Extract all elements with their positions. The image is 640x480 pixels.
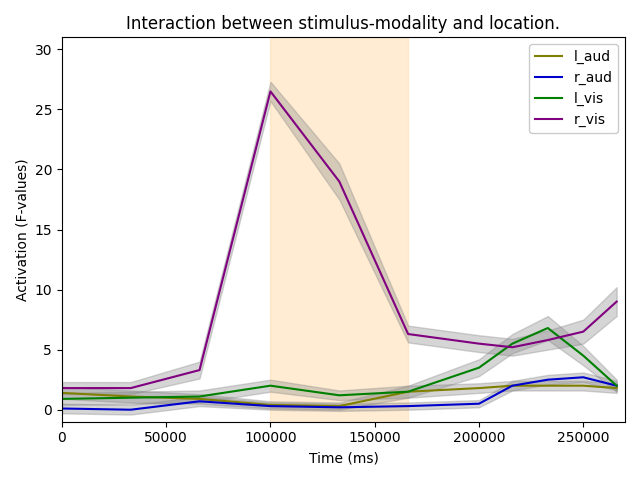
- X-axis label: Time (ms): Time (ms): [308, 451, 378, 465]
- l_vis: [544, 325, 552, 331]
- Line: l_vis: l_vis: [62, 328, 617, 399]
- l_vis: [404, 389, 412, 395]
- r_vis: [127, 385, 134, 391]
- l_vis: [127, 395, 134, 401]
- l_aud: [335, 403, 343, 409]
- r_aud: [58, 406, 66, 411]
- l_vis: [475, 365, 483, 371]
- Line: r_aud: r_aud: [62, 377, 617, 410]
- Title: Interaction between stimulus-modality and location.: Interaction between stimulus-modality an…: [127, 15, 561, 33]
- r_vis: [544, 337, 552, 343]
- r_vis: [196, 367, 204, 373]
- l_aud: [544, 383, 552, 389]
- r_aud: [579, 374, 587, 380]
- l_aud: [404, 389, 412, 395]
- r_vis: [579, 329, 587, 335]
- r_aud: [509, 383, 516, 389]
- l_aud: [58, 390, 66, 396]
- r_aud: [335, 405, 343, 410]
- r_vis: [475, 341, 483, 347]
- r_vis: [613, 299, 621, 304]
- l_aud: [579, 383, 587, 389]
- r_aud: [544, 377, 552, 383]
- l_aud: [127, 394, 134, 399]
- r_vis: [58, 385, 66, 391]
- l_aud: [267, 402, 275, 408]
- l_aud: [613, 385, 621, 391]
- r_aud: [613, 383, 621, 389]
- l_vis: [509, 341, 516, 347]
- Bar: [271, 37, 408, 422]
- r_aud: [267, 403, 275, 409]
- r_aud: [404, 403, 412, 409]
- l_vis: [335, 393, 343, 398]
- Y-axis label: Activation (F-values): Activation (F-values): [15, 158, 29, 301]
- l_vis: [579, 353, 587, 359]
- r_aud: [127, 407, 134, 413]
- r_aud: [196, 398, 204, 404]
- l_vis: [196, 394, 204, 399]
- l_vis: [267, 383, 275, 389]
- l_vis: [58, 396, 66, 402]
- l_aud: [196, 396, 204, 402]
- Legend: l_aud, r_aud, l_vis, r_vis: l_aud, r_aud, l_vis, r_vis: [529, 44, 618, 133]
- l_vis: [613, 383, 621, 389]
- l_aud: [509, 383, 516, 389]
- r_vis: [267, 88, 275, 94]
- r_vis: [509, 344, 516, 350]
- Line: r_vis: r_vis: [62, 91, 617, 388]
- r_aud: [475, 401, 483, 407]
- Line: l_aud: l_aud: [62, 386, 617, 406]
- r_vis: [404, 331, 412, 337]
- r_vis: [335, 179, 343, 184]
- l_aud: [475, 385, 483, 391]
